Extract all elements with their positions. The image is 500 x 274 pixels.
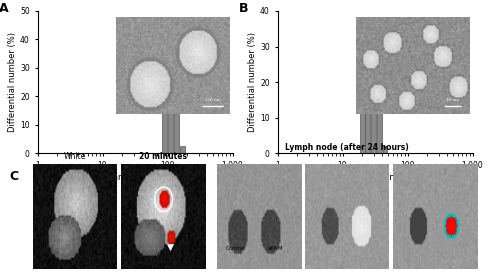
- Text: 20 minutes: 20 minutes: [138, 152, 186, 161]
- Text: Lymph node (after 24 hours): Lymph node (after 24 hours): [285, 143, 409, 152]
- Y-axis label: Differential number (%): Differential number (%): [248, 32, 258, 132]
- Bar: [162, 28, 167, 153]
- Text: White: White: [64, 152, 86, 161]
- Bar: [174, 106, 179, 153]
- Text: Control: Control: [226, 246, 246, 251]
- Text: aPNM: aPNM: [268, 246, 283, 251]
- Bar: [366, 29, 370, 153]
- X-axis label: Diameter (nm): Diameter (nm): [344, 173, 406, 182]
- Text: A: A: [0, 2, 8, 15]
- Bar: [371, 66, 376, 153]
- Bar: [168, 56, 173, 153]
- Text: B: B: [238, 2, 248, 15]
- Bar: [180, 146, 184, 153]
- Text: C: C: [9, 170, 18, 182]
- Bar: [382, 146, 388, 153]
- X-axis label: Diameter (nm): Diameter (nm): [104, 173, 166, 182]
- Y-axis label: Differential number (%): Differential number (%): [8, 32, 18, 132]
- Bar: [360, 48, 364, 153]
- Bar: [377, 113, 382, 153]
